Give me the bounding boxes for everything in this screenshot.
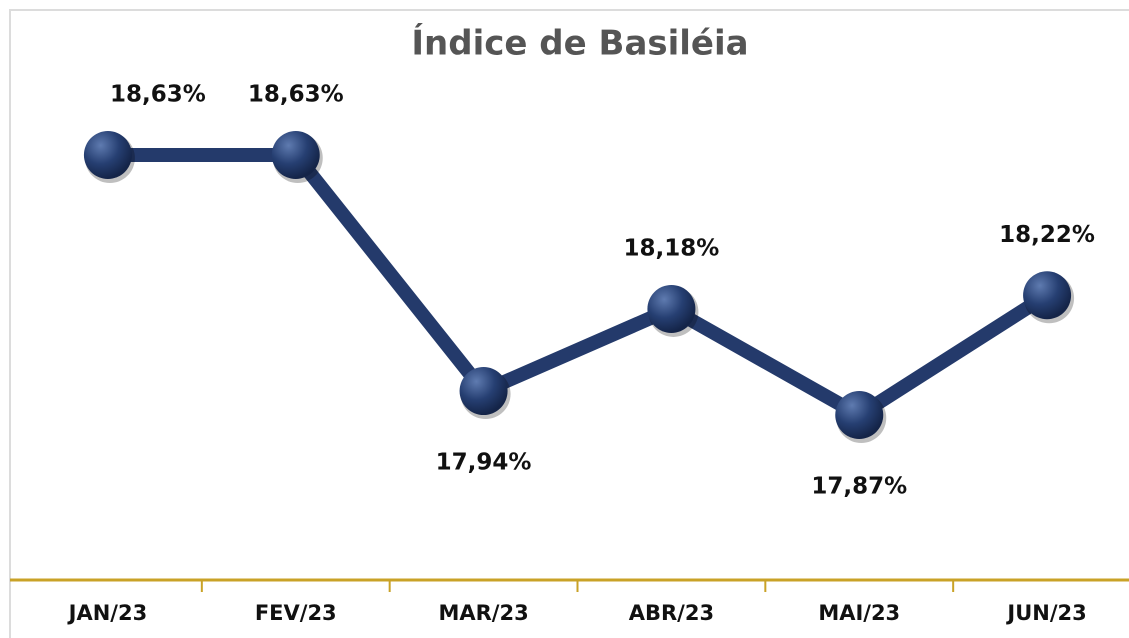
marker xyxy=(835,391,884,439)
x-tick-label: ABR/23 xyxy=(629,601,714,625)
data-label: 17,87% xyxy=(811,474,907,500)
chart-title: Índice de Basiléia xyxy=(411,23,748,64)
x-tick-label: JUN/23 xyxy=(1005,601,1086,625)
data-label: 18,63% xyxy=(248,82,344,108)
data-label: 18,63% xyxy=(110,82,206,108)
marker xyxy=(459,367,508,416)
marker xyxy=(647,284,696,333)
x-tick-label: JAN/23 xyxy=(67,601,148,625)
data-label: 18,22% xyxy=(999,222,1095,248)
data-label: 18,18% xyxy=(624,235,720,261)
line xyxy=(107,148,1051,422)
marker xyxy=(1023,271,1072,320)
x-tick-label: FEV/23 xyxy=(255,601,337,625)
frame xyxy=(9,9,1129,638)
marker xyxy=(271,131,320,179)
x-tick-label: MAI/23 xyxy=(818,601,900,625)
marker xyxy=(83,131,132,179)
x-tick-label: MAR/23 xyxy=(438,601,528,625)
data-label: 17,94% xyxy=(436,450,532,476)
